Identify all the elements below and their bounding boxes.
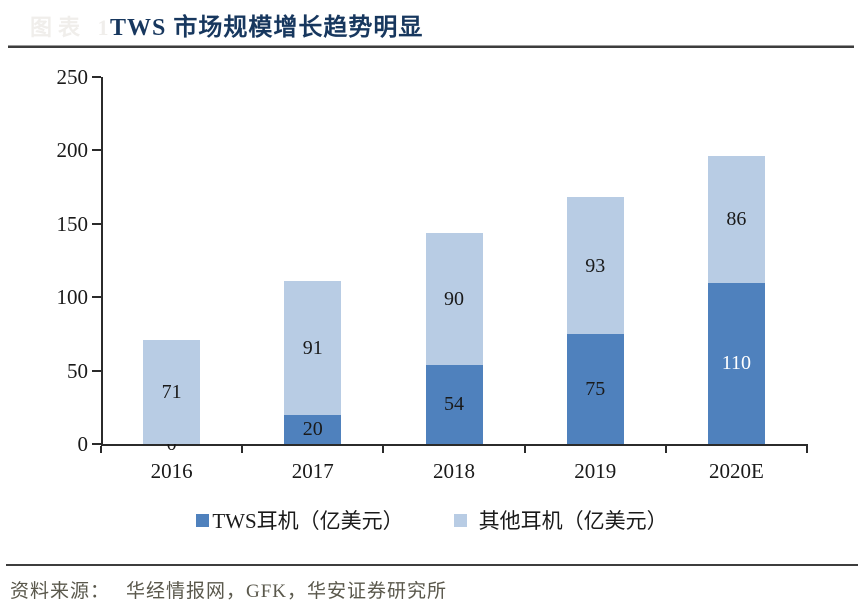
y-axis-tick-label: 100 bbox=[56, 285, 89, 310]
bar-value-label: 20 bbox=[302, 418, 323, 441]
x-axis-line bbox=[101, 444, 808, 446]
x-axis-category-label: 2016 bbox=[150, 459, 193, 483]
y-axis-tick-mark bbox=[92, 296, 101, 299]
y-axis-tick-mark bbox=[92, 369, 101, 372]
x-axis-tick-mark bbox=[664, 446, 667, 453]
bar-value-label: 86 bbox=[726, 208, 747, 231]
x-axis-category-label: 2017 bbox=[291, 459, 334, 483]
bar-value-label: 0 bbox=[166, 433, 177, 455]
bar-value-label: 71 bbox=[161, 380, 182, 403]
bar-value-label: 75 bbox=[585, 377, 606, 400]
legend-swatch-tws bbox=[196, 513, 210, 527]
y-axis-tick-mark bbox=[92, 149, 101, 152]
bar-segment bbox=[284, 281, 342, 415]
bar-segment bbox=[425, 232, 483, 365]
chart-legend: TWS耳机（亿美元） 其他耳机（亿美元） bbox=[0, 505, 864, 535]
x-axis-tick-mark bbox=[523, 446, 526, 453]
bar-segment bbox=[284, 414, 342, 444]
x-axis-tick-mark bbox=[382, 446, 385, 453]
x-axis-tick-mark bbox=[806, 446, 808, 453]
x-axis-tick-mark bbox=[100, 446, 102, 453]
bar-segment bbox=[566, 333, 624, 444]
bar-segment bbox=[707, 282, 765, 444]
legend-item-other: 其他耳机（亿美元） bbox=[453, 505, 668, 535]
x-axis-category-label: 2020E bbox=[708, 459, 764, 483]
x-axis-tick-mark bbox=[241, 446, 244, 453]
bar-segment bbox=[425, 364, 483, 444]
y-axis-tick-mark bbox=[92, 222, 101, 225]
chart-title: TWS 市场规模增长趋势明显 bbox=[110, 15, 424, 41]
source-text: 华经情报网，GFK，华安证券研究所 bbox=[126, 581, 448, 602]
legend-swatch-other bbox=[453, 513, 467, 527]
bar-value-label: 93 bbox=[585, 254, 606, 277]
y-axis-tick-label: 150 bbox=[56, 211, 89, 236]
y-axis-tick-mark bbox=[92, 443, 101, 445]
bar-segment bbox=[707, 156, 765, 283]
x-axis-category-label: 2018 bbox=[433, 459, 475, 483]
bar-value-label: 110 bbox=[721, 352, 752, 375]
legend-item-tws: TWS耳机（亿美元） bbox=[196, 505, 404, 535]
y-axis-tick-label: 200 bbox=[56, 138, 89, 163]
source-label: 资料来源： bbox=[10, 581, 111, 602]
bar-value-label: 54 bbox=[444, 393, 464, 416]
bar-value-label: 90 bbox=[444, 287, 464, 310]
legend-label-tws: TWS耳机（亿美元） bbox=[212, 509, 404, 533]
bar-value-label: 91 bbox=[302, 336, 323, 359]
y-axis-tick-label: 50 bbox=[67, 358, 88, 383]
x-axis-category-label: 2019 bbox=[574, 459, 617, 483]
legend-label-other: 其他耳机（亿美元） bbox=[478, 509, 668, 533]
y-axis-tick-label: 0 bbox=[77, 432, 89, 456]
footer-divider bbox=[6, 564, 858, 566]
y-axis-tick-mark bbox=[92, 76, 101, 78]
figure-number-watermark: 图表 1 bbox=[30, 15, 115, 40]
bar-segment bbox=[566, 197, 624, 334]
source-note: 资料来源： 华经情报网，GFK，华安证券研究所 bbox=[10, 576, 447, 603]
y-axis-tick-label: 250 bbox=[56, 65, 89, 89]
title-divider bbox=[8, 45, 854, 48]
y-axis-line bbox=[101, 77, 103, 446]
bar-segment bbox=[143, 339, 201, 444]
